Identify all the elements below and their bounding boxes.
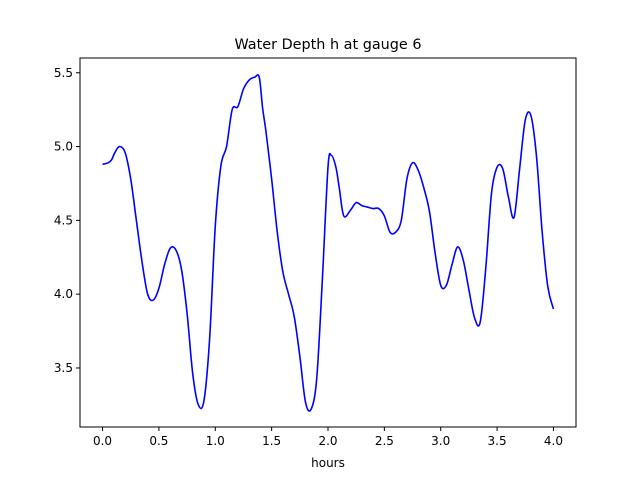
x-tick-label: 1.0 (206, 434, 225, 448)
y-tick-label: 3.5 (54, 361, 73, 375)
series-layer (102, 73, 555, 412)
y-tick-label: 5.5 (54, 66, 73, 80)
x-tick-label: 2.0 (318, 434, 337, 448)
x-axis-label: hours (311, 456, 345, 470)
y-tick-label: 4.5 (54, 213, 73, 227)
x-tick-label: 0.0 (93, 434, 112, 448)
y-tick-label: 4.0 (54, 287, 73, 301)
y-tick-label: 5.0 (54, 140, 73, 154)
plot-area (80, 58, 576, 427)
x-tick-label: 1.5 (262, 434, 281, 448)
x-tick-label: 3.0 (431, 434, 450, 448)
chart-title: Water Depth h at gauge 6 (234, 37, 421, 53)
y-axis: 3.5 4.0 4.5 5.0 5.5 (54, 66, 80, 375)
x-tick-label: 0.5 (149, 434, 168, 448)
x-tick-label: 4.0 (544, 434, 563, 448)
x-tick-label: 2.5 (375, 434, 394, 448)
x-axis: 0.0 0.5 1.0 1.5 2.0 2.5 3.0 3.5 4.0 (93, 427, 563, 448)
series-line-0 (102, 73, 555, 412)
x-tick-label: 3.5 (488, 434, 507, 448)
